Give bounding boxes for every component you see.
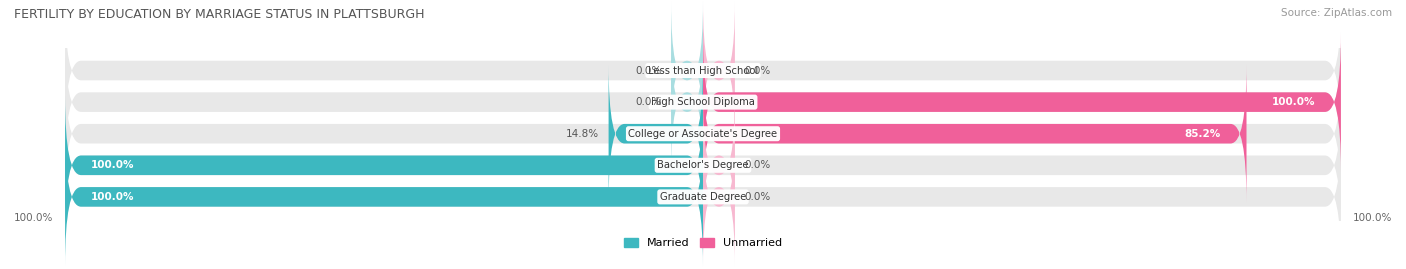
FancyBboxPatch shape — [65, 96, 1341, 235]
Text: 0.0%: 0.0% — [636, 97, 662, 107]
Text: High School Diploma: High School Diploma — [651, 97, 755, 107]
Text: 0.0%: 0.0% — [744, 192, 770, 202]
Text: Source: ZipAtlas.com: Source: ZipAtlas.com — [1281, 8, 1392, 18]
Text: 0.0%: 0.0% — [636, 66, 662, 76]
FancyBboxPatch shape — [703, 33, 1341, 171]
FancyBboxPatch shape — [65, 96, 703, 235]
FancyBboxPatch shape — [703, 65, 1247, 203]
Text: College or Associate's Degree: College or Associate's Degree — [628, 129, 778, 139]
FancyBboxPatch shape — [609, 65, 703, 203]
Text: 0.0%: 0.0% — [744, 66, 770, 76]
FancyBboxPatch shape — [671, 33, 703, 171]
FancyBboxPatch shape — [703, 128, 735, 266]
FancyBboxPatch shape — [703, 1, 735, 140]
Text: FERTILITY BY EDUCATION BY MARRIAGE STATUS IN PLATTSBURGH: FERTILITY BY EDUCATION BY MARRIAGE STATU… — [14, 8, 425, 21]
FancyBboxPatch shape — [65, 65, 1341, 203]
Text: 100.0%: 100.0% — [90, 192, 134, 202]
Legend: Married, Unmarried: Married, Unmarried — [620, 233, 786, 253]
FancyBboxPatch shape — [703, 96, 735, 235]
Text: 0.0%: 0.0% — [744, 160, 770, 170]
FancyBboxPatch shape — [671, 1, 703, 140]
Text: 100.0%: 100.0% — [1353, 213, 1392, 223]
FancyBboxPatch shape — [65, 128, 1341, 266]
Text: 100.0%: 100.0% — [1272, 97, 1316, 107]
FancyBboxPatch shape — [65, 1, 1341, 140]
Text: 100.0%: 100.0% — [14, 213, 53, 223]
Text: Less than High School: Less than High School — [648, 66, 758, 76]
Text: 14.8%: 14.8% — [565, 129, 599, 139]
Text: Graduate Degree: Graduate Degree — [659, 192, 747, 202]
Text: 100.0%: 100.0% — [90, 160, 134, 170]
FancyBboxPatch shape — [65, 128, 703, 266]
FancyBboxPatch shape — [65, 33, 1341, 171]
Text: Bachelor's Degree: Bachelor's Degree — [657, 160, 749, 170]
Text: 85.2%: 85.2% — [1185, 129, 1220, 139]
